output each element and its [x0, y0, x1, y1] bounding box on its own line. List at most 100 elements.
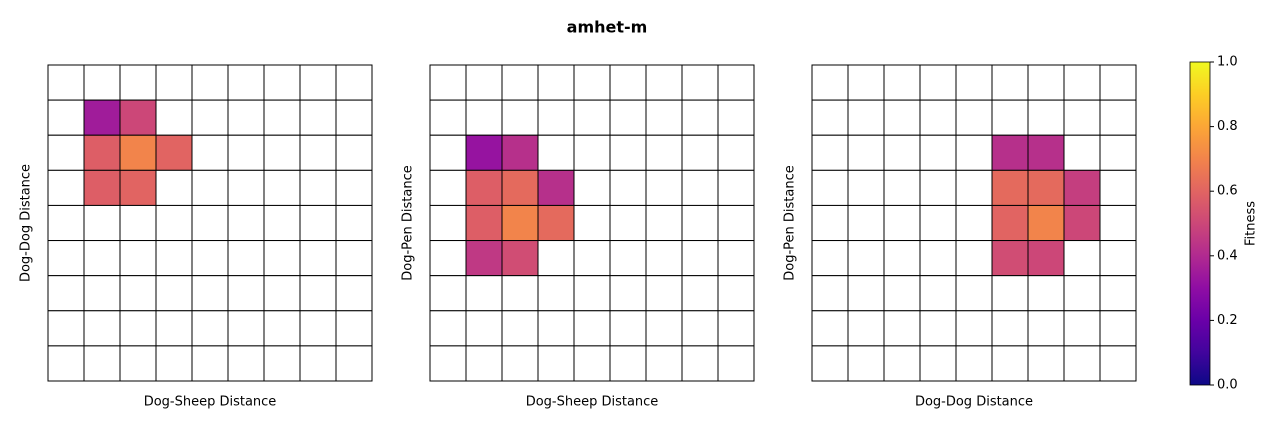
empty-cell [573, 310, 611, 347]
empty-cell [263, 275, 301, 312]
empty-cell [847, 310, 885, 347]
heatmap-cell [991, 169, 1029, 206]
empty-cell [227, 310, 265, 347]
empty-cell [429, 275, 467, 312]
empty-cell [119, 204, 157, 242]
empty-cell [227, 134, 265, 171]
empty-cell [717, 275, 755, 312]
empty-cell [47, 345, 85, 382]
empty-cell [645, 134, 683, 171]
empty-cell [335, 204, 373, 242]
empty-cell [299, 310, 337, 347]
empty-cell [681, 204, 719, 242]
empty-cell [429, 240, 467, 277]
empty-cell [335, 99, 373, 136]
heatmap-cell [991, 204, 1029, 242]
empty-cell [919, 240, 957, 277]
y-axis-label: Dog-Pen Distance [401, 165, 416, 281]
empty-cell [429, 64, 467, 101]
empty-cell [609, 345, 647, 382]
empty-cell [645, 275, 683, 312]
heatmap-cell [1027, 169, 1065, 206]
empty-cell [429, 345, 467, 382]
heatmap-cell [991, 240, 1029, 277]
empty-cell [991, 310, 1029, 347]
empty-cell [883, 240, 921, 277]
empty-cell [883, 134, 921, 171]
empty-cell [681, 64, 719, 101]
empty-cell [1099, 275, 1137, 312]
empty-cell [119, 275, 157, 312]
empty-cell [465, 275, 503, 312]
empty-cell [263, 99, 301, 136]
x-axis-label: Dog-Sheep Distance [526, 395, 659, 410]
x-axis-label: Dog-Sheep Distance [144, 395, 277, 410]
empty-cell [955, 204, 993, 242]
empty-cell [573, 99, 611, 136]
empty-cell [335, 134, 373, 171]
empty-cell [47, 64, 85, 101]
empty-cell [537, 345, 575, 382]
empty-cell [717, 240, 755, 277]
empty-cell [537, 310, 575, 347]
heatmap-cell [465, 169, 503, 206]
empty-cell [119, 310, 157, 347]
empty-cell [991, 64, 1029, 101]
empty-cell [191, 204, 229, 242]
empty-cell [191, 345, 229, 382]
empty-cell [573, 64, 611, 101]
empty-cell [335, 64, 373, 101]
heatmap-cell [501, 204, 539, 242]
empty-cell [299, 99, 337, 136]
empty-cell [645, 310, 683, 347]
empty-cell [83, 275, 121, 312]
empty-cell [155, 169, 193, 206]
empty-cell [681, 275, 719, 312]
empty-cell [1063, 345, 1101, 382]
heatmap-cell [1027, 204, 1065, 242]
colorbar-tick-label: 0.6 [1217, 184, 1238, 199]
empty-cell [83, 345, 121, 382]
heatmap-cell [119, 169, 157, 206]
empty-cell [847, 240, 885, 277]
empty-cell [155, 240, 193, 277]
empty-cell [991, 99, 1029, 136]
empty-cell [1099, 169, 1137, 206]
empty-cell [335, 275, 373, 312]
empty-cell [919, 310, 957, 347]
empty-cell [299, 134, 337, 171]
empty-cell [717, 64, 755, 101]
empty-cell [119, 345, 157, 382]
heatmap-cell [465, 204, 503, 242]
empty-cell [1063, 99, 1101, 136]
empty-cell [645, 204, 683, 242]
empty-cell [681, 310, 719, 347]
empty-cell [263, 345, 301, 382]
empty-cell [501, 310, 539, 347]
empty-cell [501, 64, 539, 101]
empty-cell [47, 134, 85, 171]
empty-cell [609, 64, 647, 101]
empty-cell [717, 134, 755, 171]
empty-cell [537, 64, 575, 101]
empty-cell [717, 169, 755, 206]
empty-cell [645, 64, 683, 101]
empty-cell [465, 310, 503, 347]
empty-cell [919, 275, 957, 312]
empty-cell [955, 240, 993, 277]
empty-cell [955, 275, 993, 312]
empty-cell [537, 99, 575, 136]
empty-cell [991, 345, 1029, 382]
heatmap-cell [119, 99, 157, 136]
heatmap-cell [1027, 134, 1065, 171]
empty-cell [955, 345, 993, 382]
empty-cell [155, 275, 193, 312]
empty-cell [429, 134, 467, 171]
empty-cell [227, 99, 265, 136]
empty-cell [609, 310, 647, 347]
empty-cell [465, 345, 503, 382]
empty-cell [811, 134, 849, 171]
empty-cell [573, 134, 611, 171]
heatmap-cell [465, 134, 503, 171]
empty-cell [263, 204, 301, 242]
